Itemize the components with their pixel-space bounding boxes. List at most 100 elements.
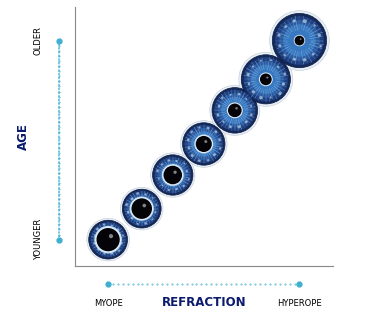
Circle shape — [272, 13, 327, 68]
Circle shape — [137, 223, 138, 225]
Circle shape — [130, 197, 153, 220]
Circle shape — [156, 170, 159, 172]
Circle shape — [218, 138, 221, 141]
Circle shape — [294, 35, 305, 46]
Circle shape — [122, 235, 124, 237]
Circle shape — [260, 73, 272, 85]
Circle shape — [103, 253, 105, 255]
Circle shape — [163, 165, 183, 185]
Circle shape — [161, 163, 163, 165]
Circle shape — [161, 163, 185, 187]
Circle shape — [190, 131, 193, 133]
Circle shape — [270, 59, 272, 61]
Text: OLDER: OLDER — [34, 26, 43, 55]
Circle shape — [245, 120, 248, 123]
Circle shape — [95, 227, 121, 252]
Circle shape — [97, 228, 120, 251]
Circle shape — [158, 178, 160, 179]
Circle shape — [131, 198, 152, 219]
Circle shape — [228, 103, 242, 118]
Circle shape — [118, 250, 120, 252]
Circle shape — [251, 64, 280, 94]
Circle shape — [278, 33, 280, 37]
Circle shape — [221, 97, 248, 124]
Circle shape — [303, 58, 306, 62]
Text: HYPEROPE: HYPEROPE — [277, 299, 322, 308]
Circle shape — [222, 121, 225, 123]
Circle shape — [212, 88, 258, 133]
Circle shape — [319, 45, 322, 47]
Circle shape — [252, 90, 255, 94]
Circle shape — [131, 198, 133, 200]
Circle shape — [156, 204, 157, 206]
Circle shape — [294, 35, 305, 46]
Circle shape — [182, 123, 225, 165]
Circle shape — [142, 204, 146, 207]
Y-axis label: AGE: AGE — [17, 123, 30, 150]
Circle shape — [218, 93, 252, 127]
Circle shape — [278, 44, 281, 47]
Circle shape — [183, 185, 185, 187]
Circle shape — [167, 159, 170, 162]
Circle shape — [97, 228, 120, 251]
Circle shape — [91, 222, 126, 257]
Circle shape — [188, 178, 189, 180]
Circle shape — [127, 194, 156, 223]
Circle shape — [198, 126, 200, 129]
Circle shape — [245, 98, 247, 100]
Circle shape — [238, 93, 241, 95]
Circle shape — [235, 107, 238, 110]
Circle shape — [127, 211, 129, 214]
Circle shape — [238, 125, 241, 128]
Circle shape — [204, 140, 207, 143]
Circle shape — [125, 203, 128, 206]
Circle shape — [129, 197, 154, 221]
Circle shape — [228, 104, 242, 117]
Circle shape — [131, 198, 153, 220]
Circle shape — [214, 131, 217, 133]
Circle shape — [244, 57, 288, 101]
Circle shape — [214, 90, 255, 131]
Circle shape — [111, 225, 113, 226]
Circle shape — [120, 187, 163, 230]
Circle shape — [152, 197, 153, 198]
Circle shape — [154, 157, 191, 193]
Circle shape — [210, 85, 260, 135]
Circle shape — [181, 121, 227, 167]
Circle shape — [283, 54, 286, 57]
Circle shape — [87, 218, 129, 261]
Circle shape — [318, 33, 321, 37]
Circle shape — [312, 53, 314, 56]
Circle shape — [137, 192, 139, 195]
Circle shape — [216, 113, 219, 116]
Circle shape — [97, 248, 99, 251]
X-axis label: REFRACTION: REFRACTION — [162, 296, 246, 309]
Circle shape — [195, 135, 213, 153]
Circle shape — [283, 73, 286, 76]
Circle shape — [283, 24, 316, 57]
Circle shape — [313, 24, 316, 27]
Circle shape — [270, 96, 272, 99]
Circle shape — [89, 220, 128, 259]
Circle shape — [284, 25, 287, 28]
Circle shape — [185, 125, 223, 163]
Circle shape — [247, 61, 284, 98]
Circle shape — [94, 225, 123, 254]
Circle shape — [93, 242, 95, 244]
Circle shape — [188, 147, 190, 149]
Circle shape — [230, 94, 232, 96]
Circle shape — [121, 242, 123, 244]
Circle shape — [167, 189, 170, 191]
Circle shape — [282, 82, 285, 86]
Circle shape — [152, 219, 153, 220]
Circle shape — [191, 131, 216, 157]
Circle shape — [213, 153, 216, 156]
Circle shape — [151, 153, 195, 197]
Circle shape — [154, 211, 156, 213]
Circle shape — [270, 11, 329, 70]
Circle shape — [103, 223, 105, 226]
Circle shape — [144, 222, 147, 225]
Circle shape — [184, 162, 185, 164]
Circle shape — [124, 191, 159, 226]
Circle shape — [153, 155, 193, 195]
